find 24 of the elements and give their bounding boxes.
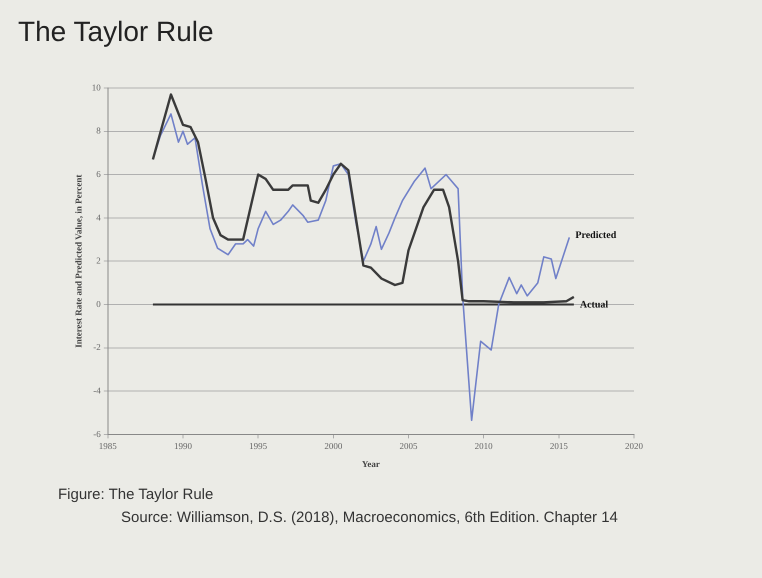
x-tick-label: 2015: [550, 441, 568, 452]
y-tick-label: 6: [96, 168, 102, 179]
series-label: Predicted: [575, 230, 617, 241]
x-axis-title: Year: [362, 458, 380, 469]
y-tick-label: 4: [96, 212, 102, 222]
x-tick-label: 1990: [174, 441, 192, 452]
source-note: Source: Williamson, D.S. (2018), Macroeconomics, 6th Edition. Chapter 14: [120, 509, 618, 526]
y-tick-label: -6: [93, 428, 102, 439]
y-tick-label: 2: [96, 256, 101, 266]
y-tick-label: 0: [96, 298, 102, 309]
x-tick-label: 2000: [324, 441, 343, 452]
x-tick-label: 1985: [98, 441, 118, 452]
y-tick-label: -2: [93, 342, 101, 352]
chart-title: The Taylor Rule: [18, 16, 214, 48]
x-tick-label: 1995: [249, 441, 268, 452]
x-tick-label: 2020: [625, 441, 644, 452]
x-tick-label: 2005: [399, 441, 418, 452]
text: Figure: The Taylor Rule: [58, 486, 214, 503]
series-label: Actual: [580, 300, 608, 310]
y-tick-label: -4: [93, 385, 102, 396]
y-tick-label: 10: [92, 82, 102, 92]
x-tick-label: 2010: [474, 441, 494, 452]
y-axis-title: Interest Rate and Predicted Value, in Percent: [74, 174, 84, 348]
y-tick-label: 8: [96, 126, 102, 136]
